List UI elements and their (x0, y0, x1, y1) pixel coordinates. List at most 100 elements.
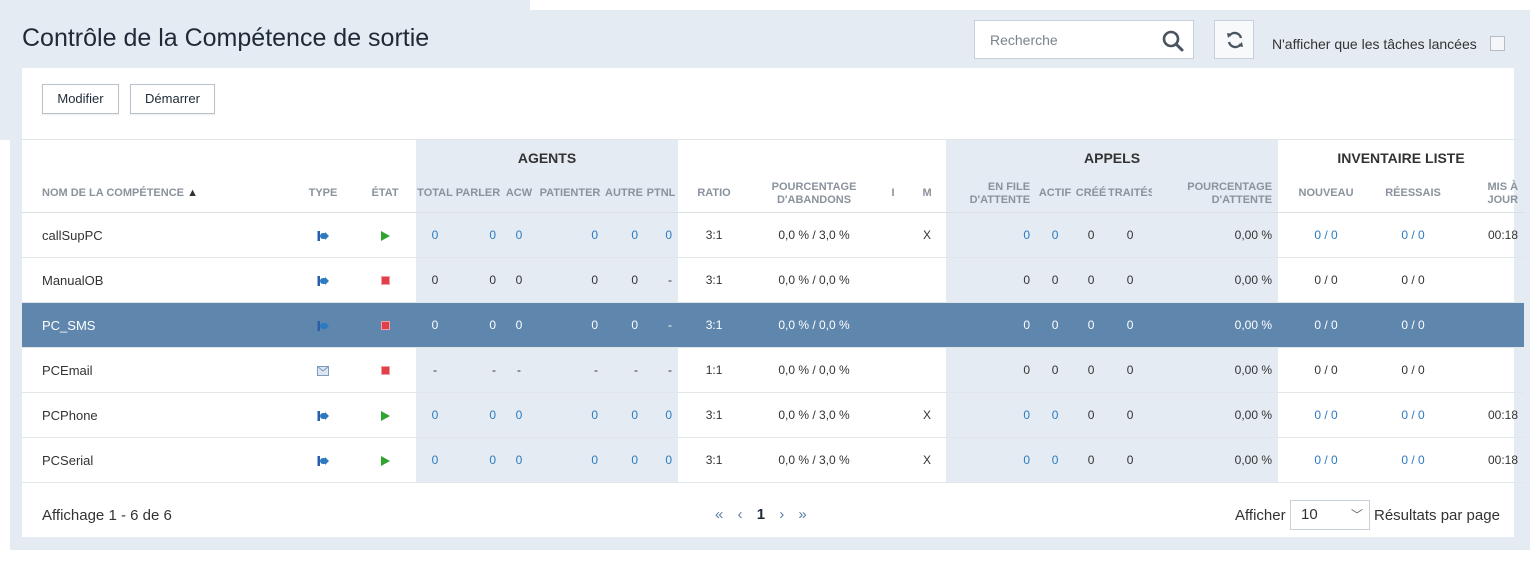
cell-reessais[interactable]: 0 / 0 (1374, 393, 1452, 438)
cell-nouveau[interactable]: 0 / 0 (1278, 213, 1374, 258)
table-row[interactable]: callSupPC 0 0 0 0 0 0 3:1 0,0 % / 3,0 % X 0 0 0 0 0,00… (22, 212, 1525, 258)
cell-reessais[interactable]: 0 / 0 (1374, 348, 1452, 393)
cell-actif[interactable]: 0 (1036, 347, 1075, 393)
col-ptnl[interactable]: PTNL (644, 175, 679, 213)
refresh-button[interactable] (1214, 20, 1254, 59)
col-m[interactable]: M (908, 175, 947, 213)
cell-parler[interactable]: 0 (454, 392, 502, 438)
cell-total[interactable]: 0 (416, 302, 454, 348)
col-autre[interactable]: AUTRE (604, 175, 644, 213)
prev-page-icon[interactable]: ‹ (737, 506, 743, 523)
col-type[interactable]: TYPE (292, 175, 354, 213)
table-row[interactable]: ManualOB 0 0 0 0 0 - 3:1 0,0 % / 0,0 % 0 0 0 0 0,00 %… (22, 257, 1525, 303)
cell-patienter[interactable]: - (536, 347, 604, 393)
search-icon[interactable] (1161, 29, 1185, 53)
cell-total[interactable]: 0 (416, 257, 454, 303)
cell-acw[interactable]: 0 (502, 437, 536, 483)
col-etat[interactable]: ÉTAT (354, 175, 416, 213)
cell-file[interactable]: 0 (946, 347, 1037, 393)
table-row[interactable]: PCPhone 0 0 0 0 0 0 3:1 0,0 % / 3,0 % X 0 0 0 0 0,00 %… (22, 392, 1525, 438)
col-pct-abandons[interactable]: POURCENTAGE D'ABANDONS (750, 175, 879, 213)
cell-acw[interactable]: - (502, 347, 536, 393)
modify-button[interactable]: Modifier (42, 84, 119, 114)
col-total[interactable]: TOTAL (416, 175, 454, 213)
table-row[interactable]: PCEmail - - - - - - 1:1 0,0 % / 0,0 % 0 0 0 0 0,00 % 0… (22, 347, 1525, 393)
cell-acw[interactable]: 0 (502, 392, 536, 438)
cell-autre[interactable]: 0 (604, 392, 644, 438)
col-mis-a-jour[interactable]: MIS À JOUR (1452, 175, 1525, 213)
cell-ptnl[interactable]: - (644, 302, 679, 348)
cell-actif[interactable]: 0 (1036, 302, 1075, 348)
cell-parler[interactable]: 0 (454, 212, 502, 258)
cell-ptnl[interactable]: - (644, 347, 679, 393)
cell-parler[interactable]: 0 (454, 257, 502, 303)
col-pct-attente[interactable]: POURCENTAGE D'ATTENTE (1152, 175, 1279, 213)
cell-total[interactable]: 0 (416, 437, 454, 483)
cell-total[interactable]: 0 (416, 392, 454, 438)
cell-reessais[interactable]: 0 / 0 (1374, 213, 1452, 258)
cell-parler[interactable]: 0 (454, 437, 502, 483)
col-traites[interactable]: TRAITÉS (1108, 175, 1153, 213)
cell-actif[interactable]: 0 (1036, 437, 1075, 483)
next-page-icon[interactable]: › (779, 506, 785, 523)
cell-total[interactable]: - (416, 347, 454, 393)
cell-actif[interactable]: 0 (1036, 212, 1075, 258)
filter-running-checkbox[interactable] (1490, 36, 1505, 51)
cell-nouveau[interactable]: 0 / 0 (1278, 258, 1374, 303)
cell-actif[interactable]: 0 (1036, 257, 1075, 303)
cell-file[interactable]: 0 (946, 212, 1037, 258)
col-ratio[interactable]: RATIO (678, 175, 751, 213)
col-i[interactable]: I (878, 175, 909, 213)
cell-autre[interactable]: - (604, 347, 644, 393)
cell-parler[interactable]: 0 (454, 302, 502, 348)
cell-ptnl[interactable]: 0 (644, 212, 679, 258)
cell-patienter[interactable]: 0 (536, 392, 604, 438)
cell-file[interactable]: 0 (946, 257, 1037, 303)
cell-ptnl[interactable]: 0 (644, 437, 679, 483)
cell-nouveau[interactable]: 0 / 0 (1278, 348, 1374, 393)
col-en-file[interactable]: EN FILE D'ATTENTE (946, 175, 1037, 213)
cell-patienter[interactable]: 0 (536, 257, 604, 303)
col-patienter[interactable]: PATIENTER (536, 175, 604, 213)
cell-reessais[interactable]: 0 / 0 (1374, 258, 1452, 303)
start-button[interactable]: Démarrer (130, 84, 215, 114)
col-nouveau[interactable]: NOUVEAU (1278, 175, 1375, 213)
cell-parler[interactable]: - (454, 347, 502, 393)
cell-file[interactable]: 0 (946, 392, 1037, 438)
cell-file[interactable]: 0 (946, 302, 1037, 348)
cell-acw[interactable]: 0 (502, 212, 536, 258)
cell-patienter[interactable]: 0 (536, 437, 604, 483)
cell-reessais[interactable]: 0 / 0 (1374, 302, 1453, 348)
table-row[interactable]: PCSerial 0 0 0 0 0 0 3:1 0,0 % / 3,0 % X 0 0 0 0 0,00 … (22, 437, 1525, 483)
first-page-icon[interactable]: « (715, 506, 724, 523)
cell-reessais[interactable]: 0 / 0 (1374, 438, 1452, 483)
page-size-select[interactable]: 10 ﹀ (1290, 500, 1370, 530)
cell-actif[interactable]: 0 (1036, 392, 1075, 438)
cell-autre[interactable]: 0 (604, 437, 644, 483)
cell-ptnl[interactable]: - (644, 257, 679, 303)
col-cree[interactable]: CRÉÉ (1074, 175, 1109, 213)
cree-value: 0 (1087, 453, 1095, 467)
search-input[interactable]: Recherche (974, 20, 1194, 59)
col-parler[interactable]: PARLER (454, 175, 502, 213)
cell-ptnl[interactable]: 0 (644, 392, 679, 438)
cell-nouveau[interactable]: 0 / 0 (1278, 302, 1375, 348)
cell-total[interactable]: 0 (416, 212, 454, 258)
cell-autre[interactable]: 0 (604, 257, 644, 303)
cell-file[interactable]: 0 (946, 437, 1037, 483)
col-reessais[interactable]: RÉESSAIS (1374, 175, 1453, 213)
col-actif[interactable]: ACTIF (1036, 175, 1075, 213)
table-row[interactable]: PC_SMS 0 0 0 0 0 - 3:1 0,0 % / 0,0 % 0 0 0 0 0,00 % 0 … (22, 302, 1525, 348)
cell-nouveau[interactable]: 0 / 0 (1278, 393, 1374, 438)
cell-patienter[interactable]: 0 (536, 302, 604, 348)
cell-nouveau[interactable]: 0 / 0 (1278, 438, 1374, 483)
cell-acw[interactable]: 0 (502, 302, 536, 348)
last-page-icon[interactable]: » (798, 506, 807, 523)
cell-autre[interactable]: 0 (604, 212, 644, 258)
col-name[interactable]: NOM DE LA COMPÉTENCE ▲ (22, 175, 292, 213)
cell-patienter[interactable]: 0 (536, 212, 604, 258)
cell-acw[interactable]: 0 (502, 257, 536, 303)
col-acw[interactable]: ACW (502, 175, 536, 213)
current-page[interactable]: 1 (756, 506, 766, 523)
cell-autre[interactable]: 0 (604, 302, 644, 348)
